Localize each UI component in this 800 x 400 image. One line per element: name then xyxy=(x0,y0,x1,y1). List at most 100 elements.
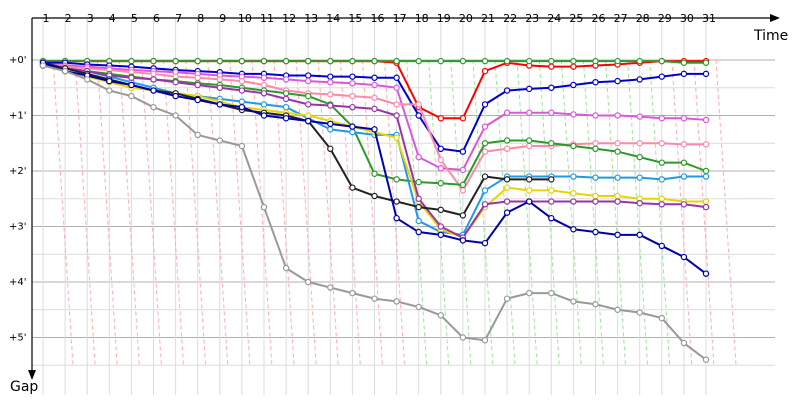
data-point xyxy=(614,57,621,65)
data-point xyxy=(636,57,643,65)
data-point xyxy=(526,187,533,194)
transition-line xyxy=(52,59,74,366)
data-point xyxy=(305,77,312,85)
data-point xyxy=(216,76,223,83)
data-point xyxy=(614,198,621,205)
data-point xyxy=(481,201,489,208)
data-point xyxy=(636,113,643,120)
data-point xyxy=(172,112,179,119)
data-point xyxy=(503,295,511,302)
x-tick-label: 9 xyxy=(219,12,226,25)
data-point xyxy=(349,184,356,191)
transition-line xyxy=(207,59,229,366)
data-point xyxy=(371,94,378,101)
data-point xyxy=(371,170,378,177)
data-point xyxy=(702,116,710,124)
transition-lines xyxy=(52,59,737,366)
data-point xyxy=(658,195,666,202)
data-point xyxy=(570,226,577,233)
transition-line xyxy=(715,59,737,366)
data-point xyxy=(349,73,356,80)
y-axis-label: Gap xyxy=(10,379,38,395)
x-tick-label: 23 xyxy=(525,12,539,25)
data-point xyxy=(702,59,710,66)
x-tick-label: 10 xyxy=(238,12,252,25)
data-point xyxy=(393,134,400,141)
data-point xyxy=(437,156,444,164)
data-point xyxy=(415,178,422,186)
data-point xyxy=(238,87,246,94)
y-tick-label: +0' xyxy=(9,55,27,66)
data-point xyxy=(636,174,643,181)
data-point xyxy=(570,142,577,150)
x-tick-label: 1 xyxy=(43,12,50,25)
data-point xyxy=(305,92,312,100)
data-point xyxy=(481,140,489,147)
data-point xyxy=(658,140,666,147)
x-tick-label: 5 xyxy=(131,12,138,25)
data-point xyxy=(570,63,577,70)
data-point xyxy=(327,57,334,65)
data-point xyxy=(548,140,555,147)
data-point xyxy=(503,176,511,183)
data-point xyxy=(282,57,290,65)
data-point xyxy=(570,81,577,89)
data-point xyxy=(614,192,621,200)
data-point xyxy=(481,173,489,180)
data-point xyxy=(459,166,467,174)
data-point xyxy=(548,109,555,116)
data-point xyxy=(614,148,621,155)
data-point xyxy=(636,140,643,147)
data-point xyxy=(459,148,467,155)
data-point xyxy=(680,59,688,66)
data-point xyxy=(459,181,467,189)
data-point xyxy=(680,70,688,78)
data-point xyxy=(282,115,290,122)
transition-line xyxy=(494,59,516,366)
data-point xyxy=(680,201,688,208)
data-point xyxy=(260,203,268,211)
data-point xyxy=(658,57,666,65)
data-point xyxy=(305,112,312,119)
data-point xyxy=(503,184,511,191)
data-point xyxy=(393,214,400,222)
transition-line xyxy=(185,59,207,366)
x-tick-label: 2 xyxy=(65,12,72,25)
grid xyxy=(32,18,775,395)
data-point xyxy=(282,264,290,272)
data-point xyxy=(636,153,643,161)
data-point xyxy=(238,77,246,85)
data-point xyxy=(680,253,688,261)
data-point xyxy=(194,96,201,104)
data-point xyxy=(592,198,599,205)
data-point xyxy=(172,92,179,100)
data-point xyxy=(570,111,577,118)
transition-line xyxy=(582,59,604,366)
x-tick-label: 12 xyxy=(282,12,296,25)
data-point xyxy=(128,92,135,100)
data-point xyxy=(548,176,555,183)
data-point xyxy=(548,63,555,70)
x-tick-label: 24 xyxy=(547,12,561,25)
data-point xyxy=(481,57,489,65)
data-point xyxy=(150,87,157,94)
x-tick-label: 13 xyxy=(304,12,318,25)
data-point xyxy=(459,237,467,244)
transition-line xyxy=(671,59,693,366)
data-point xyxy=(128,57,135,65)
data-point xyxy=(349,123,356,130)
data-point xyxy=(592,174,599,181)
data-point xyxy=(327,102,334,109)
data-point xyxy=(570,173,577,180)
data-point xyxy=(503,145,511,152)
data-point xyxy=(83,76,91,83)
data-point xyxy=(459,187,467,194)
data-point xyxy=(371,57,378,65)
data-point xyxy=(371,74,378,81)
data-point xyxy=(349,80,356,87)
data-point xyxy=(415,112,422,119)
transition-line xyxy=(605,59,626,366)
data-point xyxy=(437,115,444,122)
data-point xyxy=(106,77,113,85)
